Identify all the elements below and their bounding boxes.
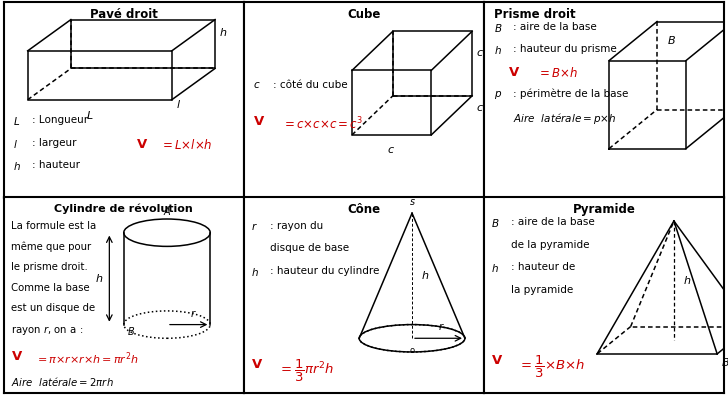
Text: : hauteur du cylindre: : hauteur du cylindre <box>270 266 380 276</box>
Text: $=c{\times}c{\times}c=c^3$: $=c{\times}c{\times}c=c^3$ <box>282 115 364 132</box>
Text: c: c <box>477 103 483 113</box>
Text: $=\pi{\times}r{\times}r{\times}h=\pi r^2h$: $=\pi{\times}r{\times}r{\times}h=\pi r^2… <box>35 350 138 367</box>
Text: $\it{Aire\ \ latérale}=2\pi rh$: $\it{Aire\ \ latérale}=2\pi rh$ <box>11 375 114 388</box>
Text: l: l <box>177 100 180 110</box>
Text: : Longueur: : Longueur <box>33 115 89 125</box>
Text: $c$: $c$ <box>253 80 261 90</box>
Text: La formule est la: La formule est la <box>11 221 96 231</box>
Text: $\mathbf{V}$: $\mathbf{V}$ <box>136 138 148 151</box>
Text: rayon $r$, on a :: rayon $r$, on a : <box>11 324 83 337</box>
Text: est un disque de: est un disque de <box>11 303 95 313</box>
Text: L: L <box>87 111 93 122</box>
Text: Pyramide: Pyramide <box>573 203 636 216</box>
Text: Prisme droit: Prisme droit <box>494 8 575 21</box>
Text: $l$: $l$ <box>13 138 18 150</box>
Text: $p$: $p$ <box>494 89 502 101</box>
Text: $h$: $h$ <box>491 262 499 274</box>
Text: : largeur: : largeur <box>33 138 77 148</box>
Text: $=\dfrac{1}{3}{\times}B{\times}h$: $=\dfrac{1}{3}{\times}B{\times}h$ <box>518 354 585 380</box>
Text: la pyramide: la pyramide <box>510 284 573 295</box>
Text: $h$: $h$ <box>13 160 21 172</box>
Text: $L$: $L$ <box>13 115 20 127</box>
Text: B: B <box>127 327 135 337</box>
Text: $\mathbf{V}$: $\mathbf{V}$ <box>253 115 266 128</box>
Text: B: B <box>722 358 728 368</box>
Text: Pavé droit: Pavé droit <box>90 8 158 21</box>
Text: $= B{\times}h$: $= B{\times}h$ <box>537 66 578 81</box>
Text: : hauteur: : hauteur <box>33 160 81 170</box>
Text: : aire de la base: : aire de la base <box>510 217 594 227</box>
Text: A: A <box>164 207 170 217</box>
Text: $h$: $h$ <box>251 266 259 278</box>
Text: le prisme droit.: le prisme droit. <box>11 262 87 272</box>
Text: Cube: Cube <box>347 8 381 21</box>
Text: h: h <box>684 276 691 286</box>
Text: $\mathbf{V}$: $\mathbf{V}$ <box>251 358 264 371</box>
Text: h: h <box>422 271 429 281</box>
Text: $B$: $B$ <box>491 217 500 229</box>
Text: : rayon du: : rayon du <box>270 221 323 231</box>
Text: B: B <box>668 36 676 46</box>
Text: $=\dfrac{1}{3}\pi r^2h$: $=\dfrac{1}{3}\pi r^2h$ <box>277 358 333 384</box>
Text: : périmètre de la base: : périmètre de la base <box>513 89 628 100</box>
Text: $\it{Aire\ \ latérale} = p{\times}h$: $\it{Aire\ \ latérale} = p{\times}h$ <box>513 111 617 126</box>
Text: de la pyramide: de la pyramide <box>510 239 589 250</box>
Text: : hauteur de: : hauteur de <box>510 262 575 272</box>
Text: h: h <box>220 28 227 38</box>
Text: : côté du cube: : côté du cube <box>273 80 347 90</box>
Text: s: s <box>409 197 415 207</box>
Text: $= L{\times}l{\times}h$: $= L{\times}l{\times}h$ <box>160 138 213 152</box>
Text: $\mathbf{V}$: $\mathbf{V}$ <box>491 354 504 367</box>
Text: disque de base: disque de base <box>270 243 349 254</box>
Text: $h$: $h$ <box>494 44 502 56</box>
Text: même que pour: même que pour <box>11 241 91 252</box>
Text: $r$: $r$ <box>251 221 258 232</box>
Text: : aire de la base: : aire de la base <box>513 22 597 32</box>
Text: : hauteur du prisme: : hauteur du prisme <box>513 44 617 54</box>
Text: o: o <box>409 346 415 355</box>
Text: r: r <box>439 322 443 333</box>
Text: Cylindre de révolution: Cylindre de révolution <box>55 203 193 214</box>
Text: c: c <box>477 48 483 58</box>
Text: r: r <box>191 309 195 319</box>
Text: c: c <box>387 145 394 155</box>
Text: Cône: Cône <box>347 203 381 216</box>
Text: h: h <box>95 274 102 284</box>
Text: $\mathbf{V}$: $\mathbf{V}$ <box>11 350 23 363</box>
Text: $B$: $B$ <box>494 22 502 34</box>
Text: Comme la base: Comme la base <box>11 282 90 293</box>
Text: $\mathbf{V}$: $\mathbf{V}$ <box>508 66 521 79</box>
